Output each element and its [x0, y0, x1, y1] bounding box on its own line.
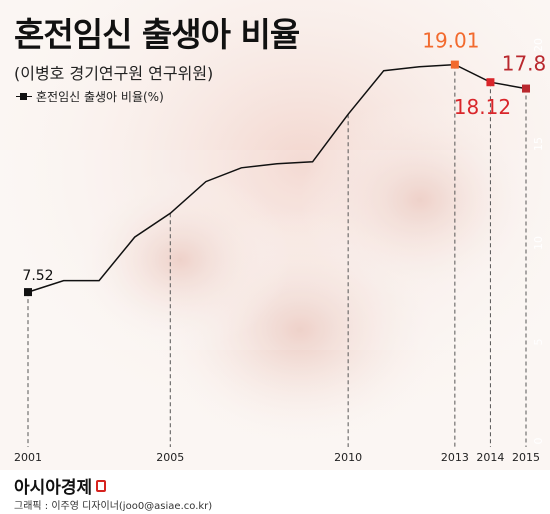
- brand: 아시아경제: [14, 473, 107, 498]
- series-line: [27, 63, 527, 293]
- y-tick-label: 20: [532, 38, 545, 52]
- data-point-marker: [522, 84, 530, 93]
- y-tick-label: 0: [532, 438, 545, 445]
- x-tick-label: 2005: [156, 451, 184, 464]
- data-point-marker: [450, 60, 459, 69]
- brand-logo-icon: [96, 479, 107, 492]
- x-tick-label: 2014: [476, 451, 504, 464]
- y-tick-label: 5: [532, 339, 545, 346]
- chart-title: 혼전임신 출생아 비율: [14, 15, 300, 54]
- legend-marker-icon: [16, 92, 32, 102]
- graphic-credit: 그래픽 : 이주영 디자이너(joo0@asiae.co.kr): [14, 501, 213, 512]
- y-tick-label: 10: [532, 236, 545, 250]
- data-label: 18.12: [454, 95, 511, 119]
- x-tick-label: 2010: [334, 451, 362, 464]
- footer: 아시아경제 그래픽 : 이주영 디자이너(joo0@asiae.co.kr): [0, 470, 550, 514]
- line-chart: 0 5 10 15 20 2001 2005 2010 2013 2014 2015 7.52 19…: [14, 29, 547, 464]
- legend: 혼전임신 출생아 비율(%): [16, 88, 164, 105]
- x-tick-label: 2015: [512, 451, 540, 464]
- legend-label: 혼전임신 출생아 비율(%): [36, 90, 164, 104]
- chart-subtitle: (이병호 경기연구원 연구위원): [14, 64, 214, 83]
- data-label: 19.01: [422, 29, 479, 53]
- data-label: 17.8: [502, 52, 547, 76]
- x-tick-label: 2013: [441, 451, 469, 464]
- data-label: 7.52: [22, 268, 53, 284]
- data-point-marker: [486, 78, 495, 87]
- y-tick-label: 15: [532, 137, 545, 151]
- brand-name: 아시아경제: [14, 478, 93, 498]
- data-point-marker: [24, 288, 32, 297]
- x-tick-label: 2001: [14, 451, 42, 464]
